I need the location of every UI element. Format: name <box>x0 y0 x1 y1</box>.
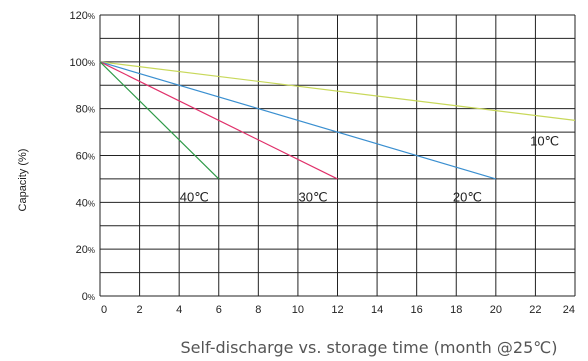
grid <box>99 14 576 297</box>
x-tick-label: 0 <box>101 304 107 316</box>
x-tick-label: 24 <box>563 304 575 316</box>
x-tick-label: 2 <box>137 304 143 316</box>
y-axis-label: Capacity (%) <box>17 149 29 212</box>
x-ticks: 0 2 4 6 8 10 12 14 16 18 20 22 24 <box>101 304 575 316</box>
y-tick-label: 40% <box>76 197 95 209</box>
series-label: 40℃ <box>180 190 209 205</box>
x-tick-label: 6 <box>216 304 222 316</box>
x-tick-label: 18 <box>450 304 462 316</box>
x-tick-label: 4 <box>176 304 182 316</box>
series-line <box>99 61 338 180</box>
x-tick-label: 10 <box>292 304 304 316</box>
y-tick-label: 60% <box>76 151 95 163</box>
y-tick-label: 0% <box>82 291 95 303</box>
series-line <box>99 61 576 121</box>
series-line <box>99 61 220 180</box>
y-tick-label: 20% <box>76 244 95 256</box>
x-tick-label: 14 <box>371 304 383 316</box>
y-tick-label: 100% <box>70 57 95 69</box>
series-labels: 10℃ 20℃ 30℃ 40℃ <box>180 133 559 204</box>
x-tick-label: 12 <box>331 304 343 316</box>
y-ticks: 0% 20% 40% 60% 80% 100% 120% <box>70 10 95 303</box>
x-tick-label: 16 <box>411 304 423 316</box>
series-layer <box>99 61 576 180</box>
x-tick-label: 8 <box>255 304 261 316</box>
x-axis-label: Self-discharge vs. storage time (month @… <box>181 338 558 357</box>
y-tick-label: 80% <box>76 104 95 116</box>
y-tick-label: 120% <box>70 10 95 22</box>
series-label: 30℃ <box>299 190 328 205</box>
series-label: 10℃ <box>530 133 559 148</box>
x-tick-label: 22 <box>529 304 541 316</box>
series-line <box>99 61 497 180</box>
series-label: 20℃ <box>453 190 482 205</box>
x-tick-label: 20 <box>490 304 502 316</box>
